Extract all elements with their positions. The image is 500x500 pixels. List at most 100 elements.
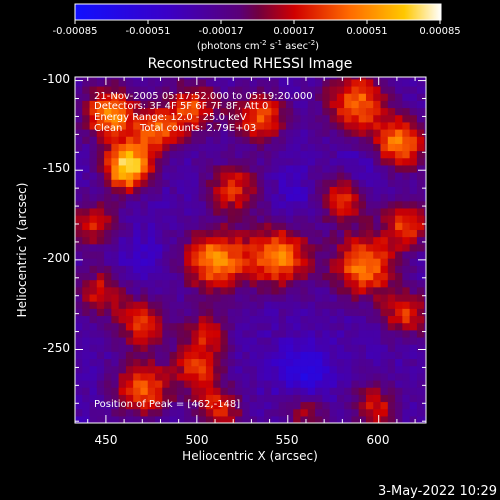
heatmap-cell <box>315 272 323 281</box>
heatmap-cell <box>300 286 309 295</box>
heatmap-cell <box>285 186 294 195</box>
heatmap-cell <box>344 207 353 216</box>
heatmap-cell <box>82 351 91 360</box>
heatmap-cell <box>176 93 185 101</box>
heatmap-cell <box>424 229 426 238</box>
heatmap-cell <box>315 136 323 144</box>
heatmap-cell <box>409 136 418 144</box>
heatmap-cell <box>351 372 360 381</box>
heatmap-cell <box>227 301 236 309</box>
heatmap-cell <box>155 322 163 331</box>
heatmap-cell <box>264 322 273 331</box>
heatmap-cell <box>271 293 280 302</box>
heatmap-cell <box>89 265 98 274</box>
heatmap-cell <box>89 415 98 423</box>
heatmap-cell <box>82 157 91 166</box>
heatmap-cell <box>256 293 265 302</box>
heatmap-cell <box>191 193 200 202</box>
heatmap-cell <box>271 379 280 388</box>
heatmap-cell <box>315 301 323 309</box>
heatmap-cell <box>409 344 418 352</box>
heatmap-cell <box>416 415 425 423</box>
heatmap-cell <box>111 100 120 109</box>
heatmap-cell <box>235 358 243 367</box>
heatmap-cell <box>329 286 338 295</box>
heatmap-cell <box>315 387 323 395</box>
heatmap-cell <box>111 207 120 216</box>
heatmap-cell <box>416 272 425 281</box>
heatmap-cell <box>358 93 367 101</box>
heatmap-cell <box>264 387 273 395</box>
heatmap-cell <box>249 157 258 166</box>
heatmap-cell <box>191 207 200 216</box>
heatmap-cell <box>184 85 192 94</box>
heatmap-cell <box>89 387 98 395</box>
heatmap-cell <box>205 401 214 410</box>
heatmap-cell <box>89 344 98 352</box>
heatmap-cell <box>176 78 185 87</box>
heatmap-cell <box>169 107 178 116</box>
heatmap-cell <box>322 128 331 137</box>
heatmap-cell <box>300 344 309 352</box>
heatmap-cell <box>184 207 192 216</box>
heatmap-cell <box>307 207 316 216</box>
heatmap-cell <box>198 415 207 423</box>
heatmap-cell <box>395 322 403 331</box>
heatmap-cell <box>344 100 353 109</box>
heatmap-cell <box>205 336 214 345</box>
heatmap-cell <box>278 150 287 159</box>
heatmap-cell <box>315 93 323 101</box>
heatmap-cell <box>191 229 200 238</box>
heatmap-cell <box>256 107 265 116</box>
heatmap-cell <box>344 150 353 159</box>
heatmap-cell <box>351 143 360 152</box>
heatmap-cell <box>416 157 425 166</box>
heatmap-cell <box>256 344 265 352</box>
heatmap-cell <box>402 322 411 331</box>
heatmap-cell <box>118 150 127 159</box>
heatmap-cell <box>220 301 229 309</box>
heatmap-cell <box>111 78 120 87</box>
heatmap-cell <box>285 172 294 180</box>
heatmap-cell <box>75 150 83 159</box>
heatmap-cell <box>169 222 178 230</box>
heatmap-cell <box>75 215 83 223</box>
heatmap-cell <box>220 279 229 288</box>
heatmap-cell <box>409 315 418 324</box>
heatmap-cell <box>315 329 323 338</box>
heatmap-cell <box>365 143 374 152</box>
heatmap-cell <box>220 315 229 324</box>
heatmap-cell <box>424 301 426 309</box>
heatmap-cell <box>344 236 353 245</box>
heatmap-cell <box>235 286 243 295</box>
heatmap-cell <box>285 222 294 230</box>
heatmap-cell <box>351 415 360 423</box>
heatmap-cell <box>344 136 353 144</box>
heatmap-cell <box>118 78 127 87</box>
heatmap-cell <box>125 193 134 202</box>
heatmap-cell <box>416 308 425 317</box>
heatmap-cell <box>104 344 112 352</box>
heatmap-cell <box>184 215 192 223</box>
heatmap-cell <box>424 351 426 360</box>
heatmap-cell <box>285 193 294 202</box>
heatmap-cell <box>213 279 222 288</box>
heatmap-cell <box>104 308 112 317</box>
heatmap-cell <box>96 322 105 331</box>
heatmap-cell <box>242 215 251 223</box>
heatmap-cell <box>213 164 222 173</box>
heatmap-cell <box>293 408 302 417</box>
heatmap-cell <box>147 229 156 238</box>
heatmap-cell <box>198 379 207 388</box>
heatmap-cell <box>140 128 149 137</box>
heatmap-cell <box>155 293 163 302</box>
heatmap-cell <box>416 193 425 202</box>
heatmap-cell <box>75 265 83 274</box>
heatmap-cell <box>155 136 163 144</box>
heatmap-cell <box>133 136 142 144</box>
heatmap-cell <box>416 150 425 159</box>
heatmap-cell <box>264 243 273 252</box>
heatmap-cell <box>307 114 316 123</box>
heatmap-cell <box>191 272 200 281</box>
heatmap-cell <box>118 200 127 209</box>
